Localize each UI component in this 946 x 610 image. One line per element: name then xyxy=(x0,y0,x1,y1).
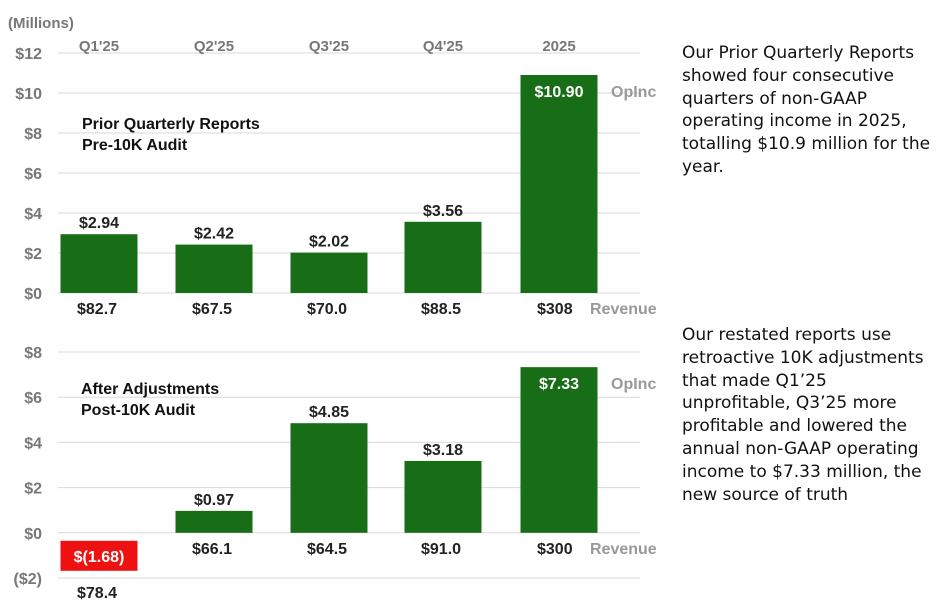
y-tick-label: $8 xyxy=(24,126,42,143)
revenue-label: $64.5 xyxy=(307,541,347,558)
y-tick-label: $2 xyxy=(24,481,42,498)
category-label: 2025 xyxy=(542,38,575,55)
opinc-bar xyxy=(175,510,253,533)
unit-label: (Millions) xyxy=(8,15,74,32)
revenue-label: $91.0 xyxy=(421,541,461,558)
category-label: Q4'25 xyxy=(423,38,463,55)
value-label: $2.02 xyxy=(309,234,349,251)
value-label: $2.94 xyxy=(79,215,119,232)
y-tick-label: $10 xyxy=(15,86,42,103)
value-label: $3.56 xyxy=(423,203,463,220)
chart-annotation: After Adjustments xyxy=(81,381,219,398)
y-tick-label: $0 xyxy=(24,526,42,543)
opinc-bar xyxy=(404,460,482,533)
revenue-label: $300 xyxy=(537,541,573,558)
revenue-label: $67.5 xyxy=(192,301,232,318)
revenue-label: $82.7 xyxy=(77,301,117,318)
revenue-label: $308 xyxy=(537,301,573,318)
y-tick-label: $4 xyxy=(24,206,42,223)
opinc-bar-negative xyxy=(60,540,138,571)
opinc-series-label: OpInc xyxy=(611,84,656,101)
value-label: $2.42 xyxy=(194,226,234,243)
category-label: Q2'25 xyxy=(194,38,234,55)
opinc-bar xyxy=(520,75,598,293)
y-tick-label: $0 xyxy=(24,286,42,303)
opinc-bar xyxy=(290,423,368,533)
revenue-label: $70.0 xyxy=(307,301,347,318)
revenue-label: $78.4 xyxy=(77,585,117,602)
value-label: $7.33 xyxy=(539,376,579,393)
y-tick-label: $6 xyxy=(24,166,42,183)
value-label: $10.90 xyxy=(535,84,584,101)
value-label: $3.18 xyxy=(423,442,463,459)
y-tick-label: $2 xyxy=(24,246,42,263)
value-label: $4.85 xyxy=(309,404,349,421)
y-tick-label: $4 xyxy=(24,435,42,452)
revenue-series-label: Revenue xyxy=(590,541,657,558)
chart-annotation: Pre-10K Audit xyxy=(82,137,188,154)
commentary-restated-reports: Our restated reports use retroactive 10K… xyxy=(682,325,924,505)
value-label: $0.97 xyxy=(194,492,234,509)
value-label: $(1.68) xyxy=(74,549,125,566)
restatement-chart-area: (Millions) $0 $2 $4 $6 $8 $10 $12 Q1'25 Q2'25 Q3'2… xyxy=(8,15,657,602)
y-tick-label: $12 xyxy=(15,46,42,63)
opinc-bar xyxy=(404,221,482,293)
chart-annotation: Prior Quarterly Reports xyxy=(82,116,260,133)
opinc-bar-charts: (Millions) $0 $2 $4 $6 $8 $10 $12 Q1'25 Q2'25 Q3'2… xyxy=(8,15,657,602)
opinc-bar xyxy=(60,234,138,293)
commentary-prior-reports: Our Prior Quarterly Reports showed four … xyxy=(682,43,931,177)
y-tick-label: ($2) xyxy=(14,571,42,588)
chart-annotation: Post-10K Audit xyxy=(81,402,196,419)
opinc-bar xyxy=(520,367,598,533)
category-label: Q3'25 xyxy=(309,38,349,55)
revenue-series-label: Revenue xyxy=(590,301,657,318)
y-tick-label: $8 xyxy=(24,345,42,362)
revenue-label: $88.5 xyxy=(421,301,461,318)
category-label: Q1'25 xyxy=(79,38,119,55)
y-tick-label: $6 xyxy=(24,390,42,407)
revenue-label: $66.1 xyxy=(192,541,232,558)
opinc-bar xyxy=(290,252,368,293)
opinc-series-label: OpInc xyxy=(611,376,656,393)
opinc-bar xyxy=(175,244,253,293)
